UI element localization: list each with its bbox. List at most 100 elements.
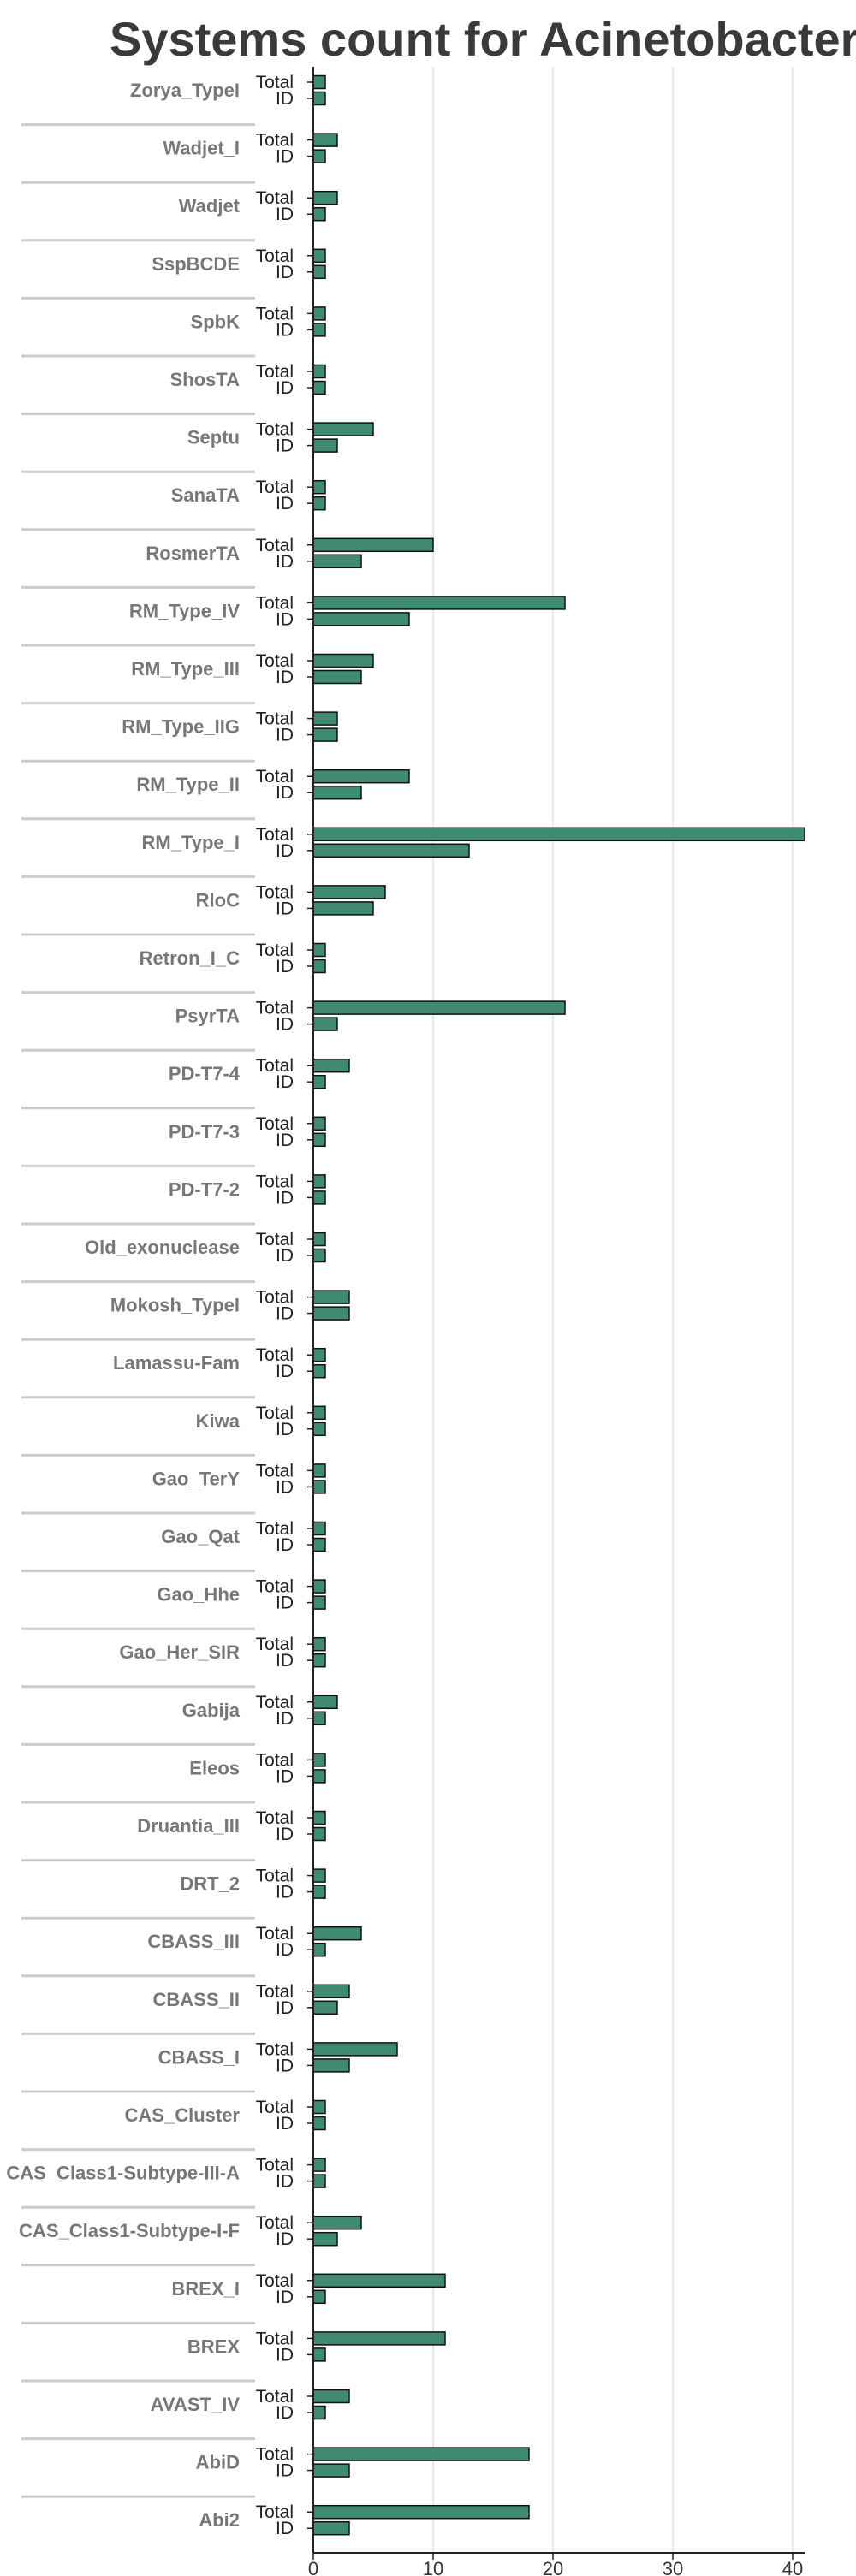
bar-total	[312, 2504, 530, 2520]
bar-total	[312, 1695, 338, 1710]
series-label-id: ID	[276, 1304, 294, 1324]
category-label: Septu	[187, 427, 240, 448]
bar-total	[312, 1290, 350, 1304]
category-label: Wadjet	[179, 195, 241, 217]
series-label-id: ID	[276, 1535, 294, 1555]
bar-id	[312, 496, 326, 511]
bar-total	[312, 2389, 350, 2404]
series-label-id: ID	[276, 436, 294, 456]
category-label: SspBCDE	[152, 253, 240, 275]
bar-total	[312, 1347, 326, 1362]
series-label-id: ID	[276, 1940, 294, 1960]
series-label-id: ID	[276, 1709, 294, 1729]
series-label-total: Total	[256, 2445, 294, 2465]
bar-total	[312, 596, 566, 610]
bar-total	[312, 1521, 326, 1536]
bar-total	[312, 537, 434, 553]
bar-id	[312, 323, 326, 337]
series-label-id: ID	[276, 1594, 294, 1613]
bar-id	[312, 785, 362, 800]
series-label-id: ID	[276, 1477, 294, 1497]
bar-total	[312, 1753, 326, 1767]
bar-total	[312, 479, 326, 495]
bar-total	[312, 422, 374, 436]
series-label-id: ID	[276, 609, 294, 629]
bar-id	[312, 1480, 326, 1494]
category-label: Old_exonuclease	[85, 1237, 240, 1258]
series-label-id: ID	[276, 668, 294, 687]
series-label-total: Total	[256, 188, 294, 208]
series-label-id: ID	[276, 899, 294, 918]
bar-total	[312, 2215, 362, 2230]
series-label-id: ID	[276, 841, 294, 861]
category-label: ShosTA	[170, 369, 241, 390]
bar-id	[312, 2289, 326, 2305]
series-label-total: Total	[256, 593, 294, 613]
series-label-id: ID	[276, 957, 294, 976]
category-label: Abi2	[199, 2509, 240, 2531]
bar-id	[312, 1190, 326, 1205]
series-label-total: Total	[256, 1867, 294, 1886]
series-label-total: Total	[256, 536, 294, 555]
category-label: RloC	[196, 889, 240, 911]
series-label-id: ID	[276, 1188, 294, 1208]
series-label-total: Total	[256, 2387, 294, 2407]
series-label-total: Total	[256, 1982, 294, 2002]
bar-total	[312, 1116, 326, 1131]
category-label: SpbK	[191, 311, 241, 332]
series-label-total: Total	[256, 420, 294, 440]
series-label-total: Total	[256, 478, 294, 497]
bar-total	[312, 1174, 326, 1189]
bar-id	[312, 843, 470, 858]
series-label-total: Total	[256, 131, 294, 151]
series-label-id: ID	[276, 89, 294, 109]
x-tick-label: 0	[308, 2558, 318, 2576]
series-label-total: Total	[256, 1288, 294, 1308]
category-label: RM_Type_III	[131, 658, 240, 680]
bar-id	[312, 2463, 350, 2478]
category-label: RM_Type_IIG	[122, 716, 240, 738]
bar-total	[312, 364, 326, 379]
bar-id	[312, 380, 326, 395]
category-label: Zorya_TypeI	[130, 80, 240, 101]
category-label: CAS_Class1-Subtype-III-A	[6, 2163, 240, 2184]
bar-id	[312, 1537, 326, 1552]
series-label-total: Total	[256, 825, 294, 845]
series-label-total: Total	[256, 362, 294, 382]
series-label-id: ID	[276, 726, 294, 745]
category-label: CBASS_II	[153, 1989, 240, 2010]
category-label: PD-T7-3	[169, 1121, 240, 1143]
series-label-total: Total	[256, 2502, 294, 2522]
bar-id	[312, 1653, 326, 1668]
series-label-id: ID	[276, 320, 294, 340]
bar-id	[312, 1306, 350, 1321]
series-label-total: Total	[256, 1635, 294, 1654]
bar-id	[312, 438, 338, 453]
series-label-total: Total	[256, 1750, 294, 1770]
series-label-total: Total	[256, 1924, 294, 1944]
bar-id	[312, 1711, 326, 1726]
category-label: BREX	[187, 2336, 240, 2357]
series-label-total: Total	[256, 73, 294, 92]
series-label-total: Total	[256, 1519, 294, 1539]
series-label-total: Total	[256, 246, 294, 266]
category-label: Eleos	[189, 1757, 240, 1778]
bar-id	[312, 1363, 326, 1379]
series-label-total: Total	[256, 1404, 294, 1423]
bar-total	[312, 2331, 446, 2346]
bar-total	[312, 942, 326, 958]
bar-id	[312, 1885, 326, 1899]
category-label: Gao_TerY	[152, 1468, 241, 1489]
series-label-total: Total	[256, 1114, 294, 1134]
series-label-total: Total	[256, 2156, 294, 2175]
series-label-total: Total	[256, 1230, 294, 1249]
bar-total	[312, 1058, 350, 1073]
bar-id	[312, 1248, 326, 1263]
series-label-id: ID	[276, 2403, 294, 2423]
bar-id	[312, 669, 362, 685]
series-label-id: ID	[276, 2519, 294, 2538]
bar-id	[312, 554, 362, 569]
series-label-total: Total	[256, 999, 294, 1018]
bar-id	[312, 264, 326, 280]
bar-total	[312, 133, 338, 147]
